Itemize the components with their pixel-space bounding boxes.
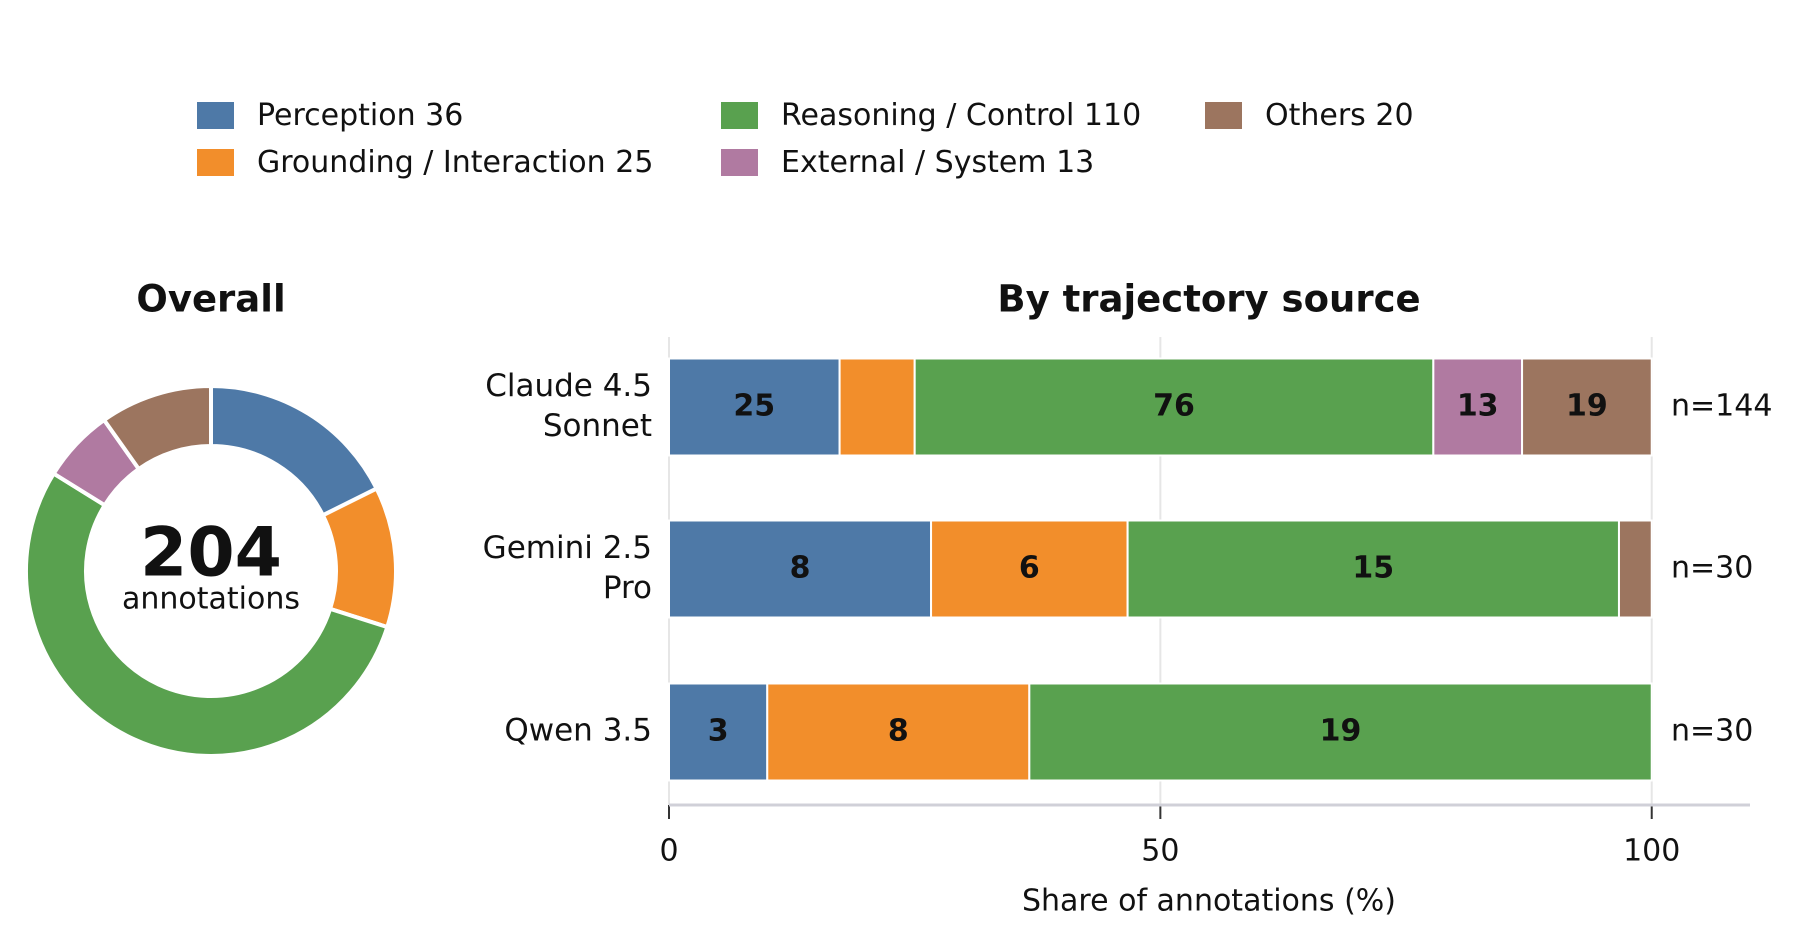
donut-slice	[101, 383, 213, 472]
bar-segment	[766, 682, 1031, 782]
legend-label: Reasoning / Control 110	[781, 98, 1141, 133]
bar-value-label: 8	[888, 714, 909, 749]
bar-segment	[1521, 357, 1653, 457]
legend-label: Others 20	[1265, 98, 1414, 133]
bar-value-label: 76	[1153, 389, 1195, 424]
legend-swatch	[721, 102, 758, 129]
bar-segment	[668, 519, 933, 619]
x-tick-label: 50	[1141, 834, 1179, 869]
bar-segment	[1028, 682, 1653, 782]
legend-swatch	[721, 149, 758, 176]
row-total-label: n=144	[1671, 389, 1772, 424]
legend-count: 13	[1056, 145, 1094, 180]
bar-value-label: 19	[1566, 389, 1608, 424]
legend-name: Grounding / Interaction	[257, 145, 606, 180]
legend-label: Perception 36	[257, 98, 463, 133]
center-value: 204	[140, 514, 282, 593]
row-total-label: n=30	[1671, 551, 1753, 586]
bar-segment	[1617, 519, 1653, 619]
bar-segment	[838, 357, 916, 457]
legend-name: External / System	[781, 145, 1047, 180]
legend-label: Grounding / Interaction 25	[257, 145, 653, 180]
y-tick-label: Qwen 3.5	[504, 713, 652, 749]
y-tick-label: Gemini 2.5 Pro	[483, 530, 652, 606]
legend-swatch	[197, 149, 234, 176]
legend-count: 20	[1375, 98, 1413, 133]
bar-segment	[1126, 519, 1620, 619]
legend-count: 110	[1084, 98, 1141, 133]
x-tick-label: 0	[659, 834, 678, 869]
legend-count: 25	[615, 145, 653, 180]
donut-slice	[209, 383, 380, 518]
bar-value-label: 15	[1352, 551, 1394, 586]
bar-value-label: 8	[790, 551, 811, 586]
x-axis-label: Share of annotations (%)	[1022, 884, 1396, 919]
donut-slice	[320, 485, 398, 630]
bar-segment	[930, 519, 1129, 619]
x-tick-label: 100	[1623, 834, 1680, 869]
legend-name: Reasoning / Control	[781, 98, 1074, 133]
donut-slice	[24, 470, 390, 758]
bar-value-label: 19	[1320, 714, 1362, 749]
legend-count: 36	[425, 98, 463, 133]
center-label: annotations	[122, 582, 300, 617]
bar-value-label: 13	[1457, 389, 1499, 424]
pie-title: Overall	[136, 278, 285, 321]
y-tick-label: Claude 4.5 Sonnet	[485, 368, 652, 444]
bar-value-label: 3	[708, 714, 729, 749]
bar-value-label: 6	[1019, 551, 1040, 586]
legend-name: Perception	[257, 98, 416, 133]
legend-name: Others	[1265, 98, 1366, 133]
legend-swatch	[1205, 102, 1242, 129]
row-total-label: n=30	[1671, 714, 1753, 749]
legend-swatch	[197, 102, 234, 129]
bar-value-label: 25	[733, 389, 775, 424]
legend-label: External / System 13	[781, 145, 1094, 180]
bar-title: By trajectory source	[997, 278, 1420, 321]
